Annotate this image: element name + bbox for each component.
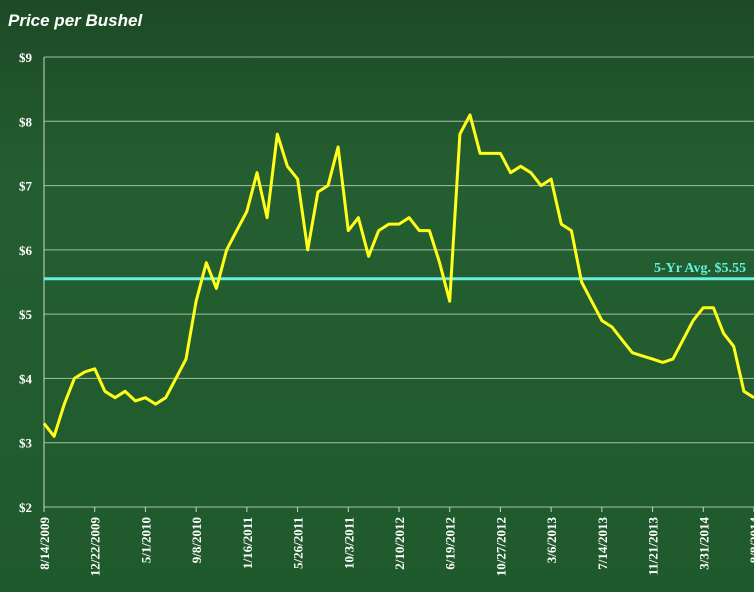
x-tick-label: 5/1/2010 (138, 517, 153, 563)
y-tick-label: $5 (19, 307, 33, 322)
y-tick-label: $3 (19, 436, 33, 451)
price-line (42, 113, 754, 438)
x-tick-label: 8/14/2009 (37, 517, 52, 570)
x-tick-label: 7/14/2013 (595, 517, 610, 570)
y-tick-label: $8 (19, 114, 33, 129)
chart-title: Price per Bushel (8, 11, 143, 30)
y-tick-label: $2 (19, 500, 32, 515)
y-tick-label: $7 (19, 179, 33, 194)
y-tick-label: $4 (19, 371, 33, 386)
x-tick-label: 3/31/2014 (696, 517, 711, 570)
x-tick-label: 11/21/2013 (646, 517, 661, 576)
y-tick-label: $9 (19, 50, 33, 65)
x-tick-label: 3/6/2013 (544, 517, 559, 564)
x-tick-label: 10/3/2011 (341, 517, 356, 569)
x-tick-label: 12/22/2009 (88, 517, 103, 577)
x-tick-label: 8/8/2014 (747, 517, 754, 564)
y-tick-label: $6 (19, 243, 33, 258)
x-tick-label: 6/19/2012 (443, 517, 458, 570)
x-tick-label: 1/16/2011 (240, 517, 255, 569)
x-tick-label: 10/27/2012 (493, 517, 508, 576)
x-tick-label: 9/8/2010 (189, 517, 204, 563)
x-tick-label: 5/26/2011 (291, 517, 306, 569)
average-label: 5-Yr Avg. $5.55 (654, 261, 746, 276)
x-tick-label: 2/10/2012 (392, 517, 407, 570)
